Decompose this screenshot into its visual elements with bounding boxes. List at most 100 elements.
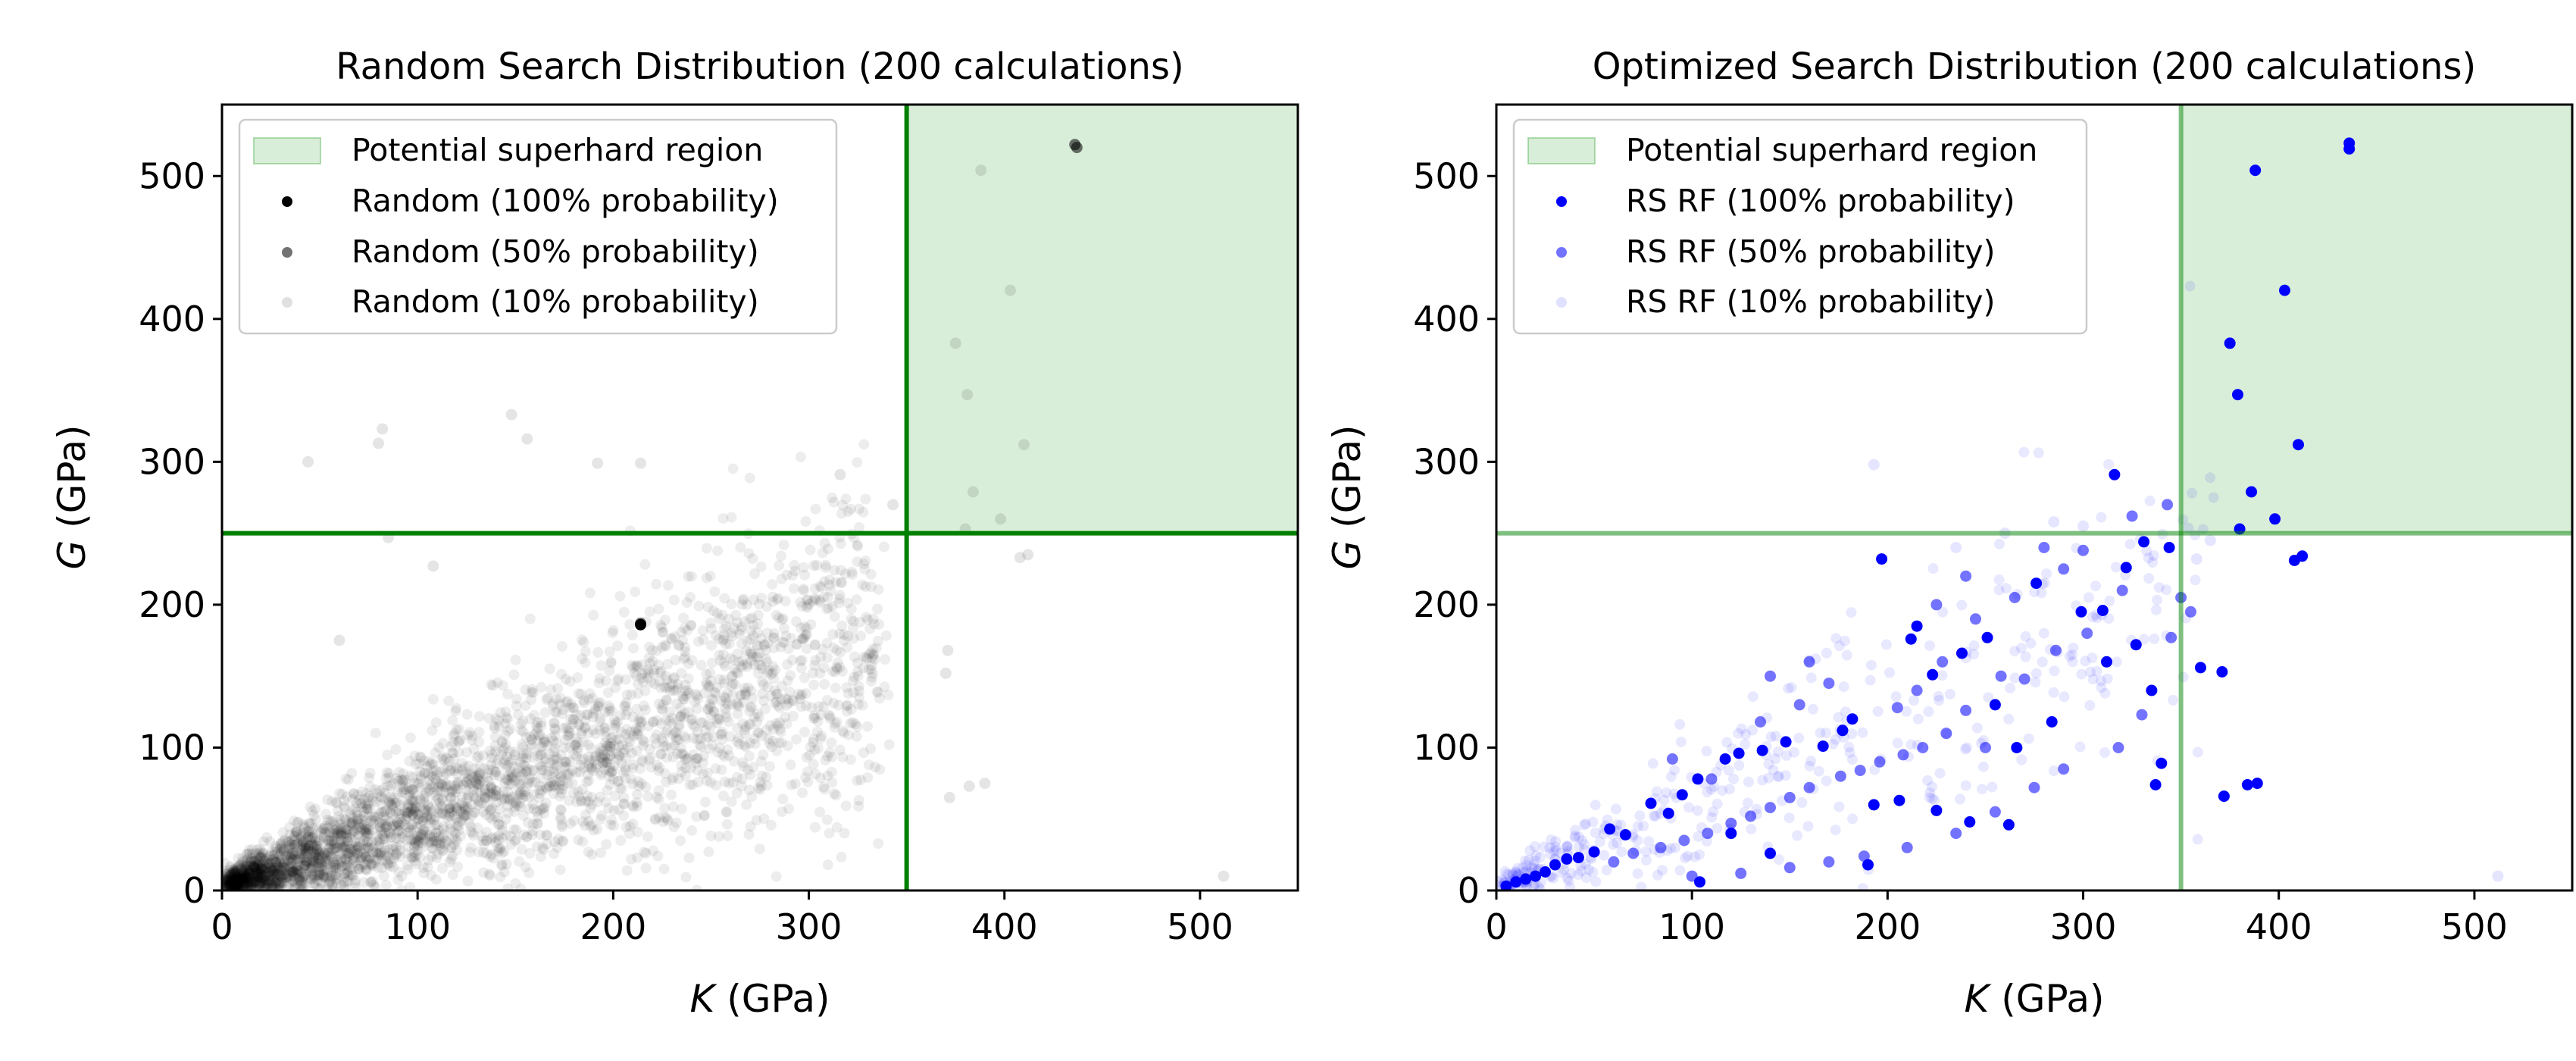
left-cloud-point [427, 759, 439, 771]
left-cloud-point [365, 876, 376, 887]
left-cloud-point [384, 853, 395, 865]
left-cloud-point [571, 797, 583, 808]
left-cloud-point [273, 862, 284, 874]
right-cloud-point [1927, 793, 1938, 804]
left-cloud-point [602, 687, 614, 698]
left-cloud-point [552, 768, 564, 780]
left-cloud-point [344, 849, 355, 860]
left-cloud-point [275, 871, 286, 881]
left-cloud-point [586, 743, 597, 754]
left-legend: Potential superhard region Random (100% … [238, 118, 838, 335]
right-cloud-point [1712, 823, 1723, 834]
left-cloud-point [236, 872, 248, 884]
left-cloud-point [274, 878, 285, 890]
left-cloud-point [405, 786, 416, 797]
left-cloud-point [690, 688, 702, 700]
left-cloud-point [258, 870, 269, 881]
left-cloud-point [755, 777, 766, 788]
left-cloud-point [419, 835, 430, 846]
left-cloud-point [319, 827, 330, 838]
left-cloud-point [627, 662, 639, 673]
left-cloud-point [749, 712, 760, 722]
left-cloud-point [836, 851, 847, 862]
left-cloud-point [261, 882, 273, 890]
left-cloud-point [702, 679, 713, 690]
left-cloud-point [590, 762, 602, 773]
left-cloud-point [255, 862, 267, 874]
left-cloud-point [556, 819, 567, 831]
left-cloud-point [517, 741, 529, 753]
right-y-tick-label: 100 [1413, 727, 1480, 768]
left-cloud-point [698, 768, 709, 780]
left-cloud-point [311, 844, 323, 856]
left-cloud-point [320, 809, 331, 820]
right-series-0-point [1765, 847, 1776, 859]
left-cloud-point [572, 737, 583, 748]
left-cloud-point [632, 688, 643, 700]
right-cloud-point [1569, 832, 1580, 843]
left-cloud-point [612, 716, 624, 728]
left-cloud-point [380, 879, 392, 890]
left-cloud-point [311, 840, 323, 851]
left-cloud-point [258, 877, 269, 888]
left-cloud-point [374, 834, 386, 845]
left-cloud-point [787, 694, 799, 706]
left-cloud-point [636, 754, 648, 765]
left-cloud-point [605, 779, 615, 790]
left-cloud-point [471, 752, 483, 763]
right-cloud-point [1746, 824, 1757, 834]
left-cloud-point [670, 655, 681, 665]
left-cloud-point [866, 675, 877, 687]
left-cloud-point [222, 879, 233, 890]
left-cloud-point [590, 706, 602, 717]
right-series-0-point [1905, 633, 1917, 645]
left-cloud-point [256, 879, 267, 890]
left-cloud-point [744, 472, 755, 484]
left-cloud-point [302, 846, 314, 857]
left-cloud-point [269, 868, 280, 879]
left-cloud-point [554, 790, 565, 802]
right-cloud-point [1523, 854, 1534, 865]
left-cloud-point [514, 856, 525, 867]
right-cloud-point [1846, 607, 1857, 618]
left-cloud-point [257, 863, 268, 875]
left-cloud-point [768, 673, 780, 684]
left-y-axis-var: G [50, 540, 94, 570]
right-x-axis-unit: (GPa) [1989, 977, 2104, 1021]
right-cloud-point [1937, 670, 1948, 681]
left-cloud-point [541, 838, 552, 850]
left-cloud-point [764, 761, 775, 772]
left-cloud-point [604, 771, 615, 782]
left-cloud-point [306, 854, 317, 865]
left-cloud-point [281, 872, 292, 884]
left-cloud-point [732, 709, 743, 720]
left-cloud-point [417, 837, 428, 849]
left-cloud-point [700, 797, 711, 808]
left-cloud-point [300, 842, 311, 853]
right-y-axis-label: G (GPa) [1325, 425, 1369, 570]
left-cloud-point [678, 612, 689, 624]
left-cloud-point [427, 725, 438, 736]
left-series-2-point [963, 780, 975, 792]
left-cloud-point [661, 752, 673, 763]
right-x-axis-label: K (GPa) [1965, 977, 2105, 1021]
left-cloud-point [349, 845, 360, 856]
left-cloud-point [520, 790, 531, 802]
left-cloud-point [297, 835, 308, 847]
left-cloud-point [655, 665, 667, 677]
left-cloud-point [424, 837, 435, 848]
right-cloud-point [2090, 581, 2101, 592]
left-cloud-point [596, 660, 607, 671]
left-cloud-point [242, 864, 252, 875]
left-cloud-point [494, 843, 505, 853]
left-cloud-point [245, 867, 256, 878]
left-cloud-point [452, 835, 463, 847]
right-cloud-point [1977, 761, 1989, 772]
left-cloud-point [853, 801, 864, 812]
left-cloud-point [260, 870, 271, 881]
left-cloud-point [724, 731, 736, 742]
left-cloud-point [719, 776, 730, 787]
left-cloud-point [344, 862, 355, 873]
left-cloud-point [593, 698, 605, 709]
left-cloud-point [623, 733, 634, 744]
